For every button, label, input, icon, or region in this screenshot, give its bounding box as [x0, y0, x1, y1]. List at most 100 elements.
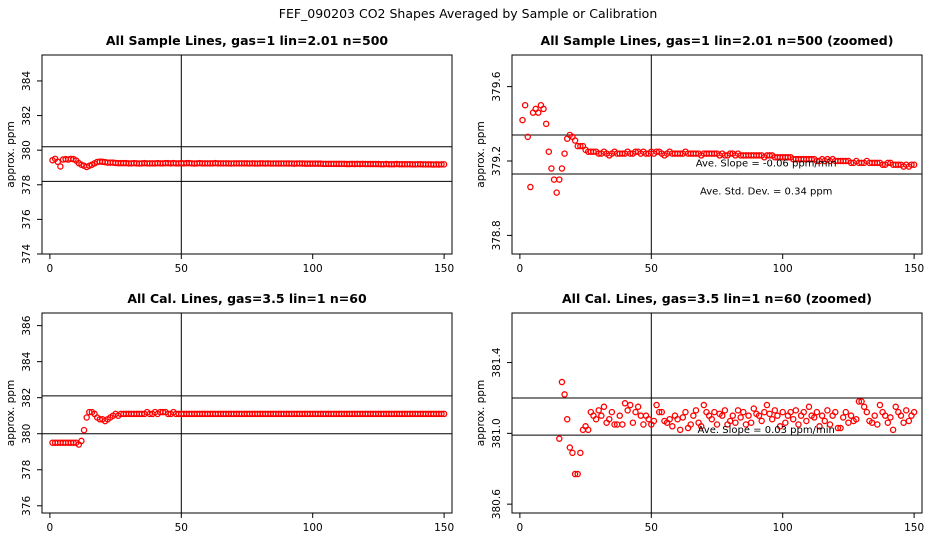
data-point [902, 407, 910, 414]
figure-title: FEF_090203 CO2 Shapes Averaged by Sample… [279, 6, 658, 21]
data-point [782, 419, 789, 426]
data-point [700, 401, 708, 409]
data-point [771, 407, 779, 414]
data-point [800, 408, 807, 416]
data-point [527, 183, 534, 191]
data-point [595, 407, 602, 414]
data-point [556, 176, 563, 183]
data-point [571, 137, 579, 144]
y-tick-label: 378.8 [491, 220, 503, 250]
data-point [889, 426, 897, 434]
x-tick-label: 100 [773, 522, 793, 534]
data-point [574, 470, 581, 478]
y-axis-label: approx. ppm [475, 380, 487, 446]
data-point [750, 405, 758, 412]
data-point [855, 398, 863, 405]
y-tick-label: 378 [21, 460, 33, 480]
data-point [729, 412, 737, 419]
data-point [542, 120, 550, 128]
x-tick-label: 150 [904, 263, 924, 275]
y-tick-label: 379.6 [491, 71, 503, 101]
data-point [598, 412, 605, 419]
chart-panel: All Cal. Lines, gas=3.5 lin=1 n=60 (zoom… [475, 291, 924, 534]
data-point [57, 163, 64, 170]
data-point [619, 421, 626, 428]
data-point [708, 415, 715, 423]
data-point [842, 408, 850, 416]
data-point [887, 414, 894, 421]
data-point [524, 133, 532, 141]
data-point [763, 401, 771, 409]
data-point [745, 412, 752, 419]
data-point [732, 419, 739, 426]
y-tick-label: 382 [21, 106, 33, 126]
plot-frame [41, 54, 453, 255]
data-point [758, 417, 765, 425]
data-point [558, 165, 566, 172]
plot-frame [511, 312, 923, 514]
y-tick-label: 379.2 [491, 146, 503, 176]
data-point [54, 158, 62, 166]
data-point [611, 421, 618, 428]
y-tick-label: 380.6 [491, 489, 503, 519]
data-point [871, 412, 878, 419]
data-series [556, 378, 918, 478]
y-tick-label: 384 [21, 71, 33, 91]
data-point [834, 424, 842, 432]
y-tick-label: 386 [21, 315, 33, 335]
data-point [818, 412, 826, 419]
data-point [548, 165, 555, 172]
data-point [438, 410, 445, 418]
data-point [519, 116, 526, 124]
data-point [535, 109, 542, 116]
x-tick-label: 100 [303, 263, 323, 275]
panel-title: All Cal. Lines, gas=3.5 lin=1 n=60 [127, 291, 367, 306]
data-point [561, 150, 568, 157]
y-tick-label: 380 [21, 424, 33, 444]
data-point [563, 415, 571, 423]
x-tick-label: 50 [175, 263, 188, 275]
data-point [624, 407, 631, 414]
data-point [577, 449, 584, 457]
data-point [805, 403, 813, 411]
data-point [721, 407, 729, 414]
y-tick-label: 382 [21, 388, 33, 408]
data-point [440, 161, 448, 168]
chart-panel: All Cal. Lines, gas=3.5 lin=1 n=60 0 50 100… [5, 291, 454, 534]
data-point [627, 401, 634, 409]
data-point [719, 412, 726, 419]
data-point [776, 423, 784, 430]
chart-panel: All Sample Lines, gas=1 lin=2.01 n=500 (… [475, 33, 924, 275]
data-point [571, 470, 579, 478]
x-tick-label: 0 [517, 263, 524, 275]
data-point [789, 415, 797, 423]
y-tick-label: 376 [21, 209, 33, 229]
data-series [49, 155, 448, 171]
chart-annotation: Ave. Slope = 0.03 ppm/min [698, 425, 835, 436]
y-tick-label: 381.0 [491, 418, 503, 448]
data-point [658, 408, 666, 416]
data-point [803, 417, 810, 425]
data-point [577, 142, 584, 150]
data-point [653, 401, 660, 409]
data-point [561, 391, 568, 398]
data-point [676, 426, 684, 434]
data-point [908, 161, 915, 168]
y-tick-label: 374 [21, 244, 33, 264]
data-point [566, 444, 574, 451]
data-point [650, 417, 658, 425]
data-point [687, 421, 694, 428]
data-point [545, 148, 553, 155]
data-point [697, 423, 705, 430]
data-point [884, 419, 892, 426]
y-tick-label: 381.4 [491, 347, 503, 377]
y-tick-label: 376 [21, 495, 33, 515]
data-point [863, 408, 871, 416]
data-point [569, 449, 576, 457]
x-tick-label: 50 [645, 263, 658, 275]
y-axis-label: approx. ppm [5, 121, 17, 187]
data-point [540, 105, 547, 113]
data-point [521, 101, 529, 109]
data-point [737, 414, 744, 421]
